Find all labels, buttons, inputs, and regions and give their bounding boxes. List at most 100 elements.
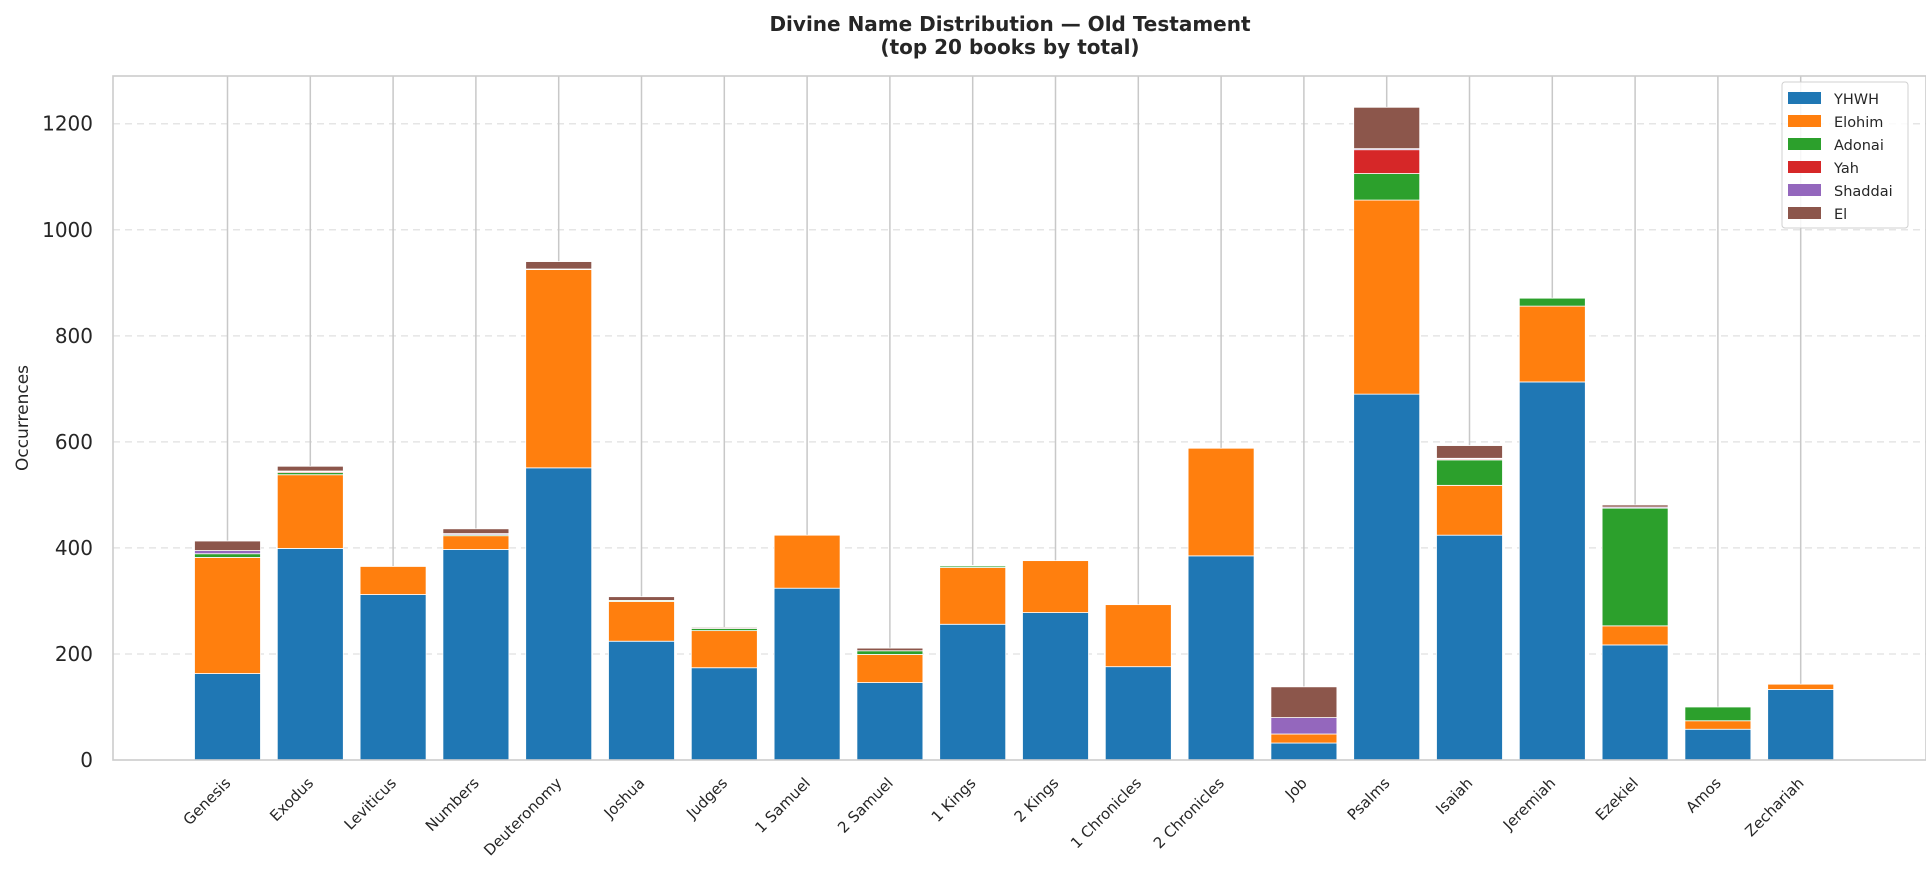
- bar-segment-el: [856, 647, 924, 652]
- legend-swatch: [1788, 161, 1821, 173]
- legend: YHWH Elohim Adonai Yah Shaddai El: [1781, 81, 1909, 229]
- bar-segment-elohim: [1767, 683, 1835, 690]
- x-tick-label: 1 Chronicles: [1067, 774, 1145, 852]
- x-tick-label: Ezekiel: [1592, 774, 1642, 824]
- bar-segment-yhwh: [1518, 381, 1586, 761]
- bar-segment-yhwh: [1436, 534, 1503, 761]
- bar-segment-elohim: [276, 474, 344, 549]
- bar-segment-elohim: [1601, 625, 1669, 646]
- bar-segment-yhwh: [359, 594, 427, 761]
- bar-segment-yhwh: [276, 548, 344, 761]
- bar-segment-elohim: [1104, 604, 1172, 668]
- legend-label: Adonai: [1834, 138, 1884, 154]
- x-tick-label: Genesis: [180, 774, 235, 829]
- x-tick-label: 2 Chronicles: [1150, 774, 1228, 852]
- bar-segment-yhwh: [1270, 742, 1338, 761]
- bar-segment-el: [276, 465, 344, 472]
- x-tick-label: Zechariah: [1741, 774, 1807, 840]
- x-tick-label: Judges: [682, 774, 731, 823]
- bar-segment-yhwh: [939, 623, 1007, 761]
- bar-segment-shaddai: [1270, 717, 1338, 735]
- bar-segment-elohim: [1684, 720, 1752, 730]
- bar-segment-yhwh: [856, 682, 924, 761]
- bar-segment-yhwh: [442, 549, 510, 761]
- bar-segment-elohim: [1353, 199, 1421, 395]
- x-tick-label: Isaiah: [1432, 774, 1476, 818]
- x-tick-label: Job: [1281, 774, 1311, 804]
- legend-swatch: [1788, 184, 1821, 196]
- bar-segment-adonai: [1436, 459, 1503, 486]
- bar-segment-el: [1601, 504, 1669, 508]
- chart-title-block: Divine Name Distribution — Old Testament…: [769, 12, 1251, 59]
- y-axis-ticks: 0 200 400 600 800 1000 1200: [42, 112, 93, 772]
- bar-segment-elohim: [1436, 484, 1503, 536]
- bar-segment-yhwh: [1684, 728, 1752, 761]
- bar-segment-el: [939, 565, 1007, 567]
- bar-segment-elohim: [1187, 447, 1255, 557]
- legend-label: YHWH: [1833, 92, 1879, 108]
- bar-segment-elohim: [856, 654, 924, 683]
- bar-segment-elohim: [359, 566, 427, 595]
- bar-segment-yhwh: [1767, 689, 1835, 761]
- bar-segment-el: [1353, 106, 1421, 150]
- bar-segment-yhwh: [608, 640, 675, 761]
- bar-segment-yhwh: [1187, 555, 1255, 761]
- x-tick-label: Psalms: [1344, 774, 1394, 824]
- legend-swatch: [1788, 138, 1821, 150]
- bar-segment-adonai: [1518, 297, 1586, 307]
- bar-segment-el: [608, 596, 675, 601]
- x-tick-label: Deuteronomy: [480, 774, 565, 859]
- bar-segment-el: [1436, 445, 1503, 459]
- bar-segment-elohim: [773, 534, 841, 589]
- y-tick-label: 0: [80, 748, 93, 772]
- bar-segment-el: [194, 540, 261, 551]
- bar-segment-elohim: [1022, 560, 1089, 613]
- legend-label: Elohim: [1834, 115, 1883, 131]
- grid-lines: [113, 122, 1926, 655]
- bar-segment-yhwh: [1104, 666, 1172, 761]
- y-tick-label: 800: [55, 324, 93, 348]
- bar-segment-elohim: [608, 601, 675, 642]
- bar-segment-yhwh: [1353, 393, 1421, 761]
- bar-segment-el: [525, 261, 593, 270]
- chart-subtitle: (top 20 books by total): [880, 35, 1139, 59]
- y-tick-label: 1000: [42, 218, 93, 242]
- x-tick-label: Joshua: [600, 774, 649, 823]
- legend-label: Shaddai: [1834, 184, 1893, 200]
- bar-segment-yhwh: [1022, 612, 1089, 761]
- y-tick-label: 600: [55, 430, 93, 454]
- chart-title: Divine Name Distribution — Old Testament: [769, 12, 1251, 36]
- x-tick-label: 1 Samuel: [751, 774, 814, 837]
- bar-segment-adonai: [1353, 173, 1421, 201]
- legend-swatch: [1788, 115, 1821, 127]
- bar-segment-adonai: [194, 553, 261, 558]
- x-tick-label: Jeremiah: [1499, 774, 1559, 834]
- x-tick-label: 1 Kings: [928, 774, 980, 826]
- bar-segment-yhwh: [690, 667, 758, 761]
- x-tick-label: 2 Kings: [1011, 774, 1063, 826]
- bar-segment-yhwh: [525, 467, 593, 761]
- x-tick-label: Exodus: [266, 774, 317, 825]
- x-axis-ticks: Genesis Exodus Leviticus NumbersDeuteronomy…: [180, 774, 1808, 859]
- bar-segment-yhwh: [773, 587, 841, 761]
- bar-segment-adonai: [1601, 507, 1669, 627]
- bar-segment-adonai: [856, 650, 924, 655]
- x-tick-label: Numbers: [422, 774, 483, 835]
- bar-segment-elohim: [525, 269, 593, 469]
- y-tick-label: 400: [55, 536, 93, 560]
- x-tick-label: Amos: [1682, 774, 1724, 816]
- bar-segment-el: [1270, 686, 1338, 718]
- x-tick-label: 2 Samuel: [834, 774, 897, 837]
- bar-segment-el: [690, 627, 758, 629]
- x-tick-label: Leviticus: [341, 774, 401, 834]
- bar-segment-elohim: [442, 535, 510, 550]
- bar-segment-shaddai: [194, 550, 261, 555]
- bar-segment-elohim: [1518, 305, 1586, 383]
- bar-segment-yhwh: [1601, 644, 1669, 761]
- bar-segment-adonai: [1684, 706, 1752, 722]
- y-tick-label: 200: [55, 642, 93, 666]
- legend-label: El: [1834, 207, 1847, 223]
- legend-swatch: [1788, 92, 1821, 104]
- bar-segment-elohim: [690, 630, 758, 669]
